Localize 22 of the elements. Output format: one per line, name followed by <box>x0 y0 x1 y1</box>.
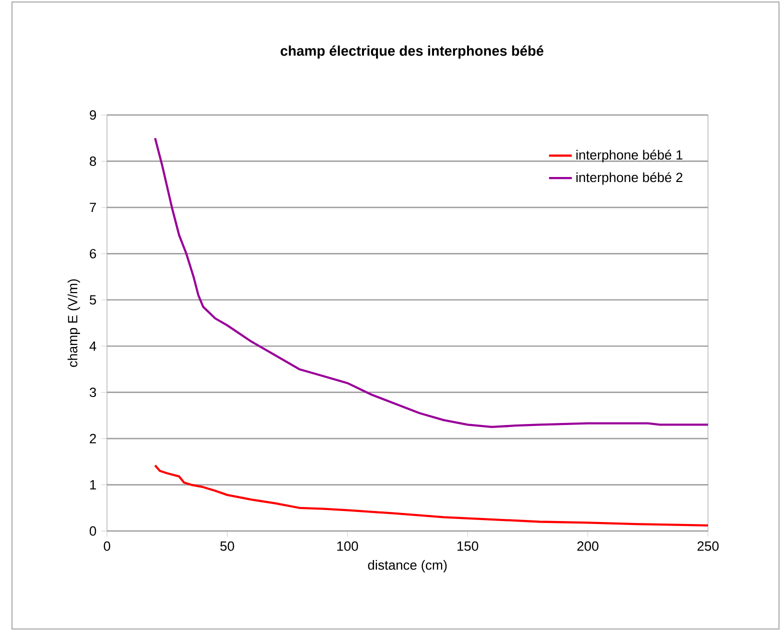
y-tick-label: 7 <box>90 202 96 212</box>
line-series <box>154 137 710 428</box>
y-tick-label: 3 <box>90 388 96 398</box>
legend-label: interphone bébé 2 <box>576 172 682 185</box>
chart-title: champ électrique des interphones bébé <box>280 45 544 59</box>
y-tick-label: 4 <box>90 342 96 351</box>
y-tick-label: 8 <box>90 156 96 166</box>
legend-label: interphone bébé 1 <box>576 150 682 162</box>
x-tick-label: 100 <box>337 541 358 551</box>
y-tick-label: 5 <box>90 295 96 305</box>
y-tick-label: 2 <box>90 434 96 444</box>
x-tick-label: 200 <box>577 541 598 551</box>
x-tick-label: 250 <box>698 541 719 551</box>
y-tick-label: 0 <box>90 526 96 536</box>
x-tick-label: 50 <box>220 541 234 551</box>
y-tick-label: 6 <box>90 248 96 258</box>
x-axis-title: distance (cm) <box>368 560 447 572</box>
y-tick-label: 9 <box>90 110 96 120</box>
y-tick-label: 1 <box>90 480 96 490</box>
y-axis-title: champ E (V/m) <box>68 279 80 367</box>
x-tick-label: 150 <box>458 541 478 551</box>
x-tick-label: 0 <box>104 541 110 551</box>
